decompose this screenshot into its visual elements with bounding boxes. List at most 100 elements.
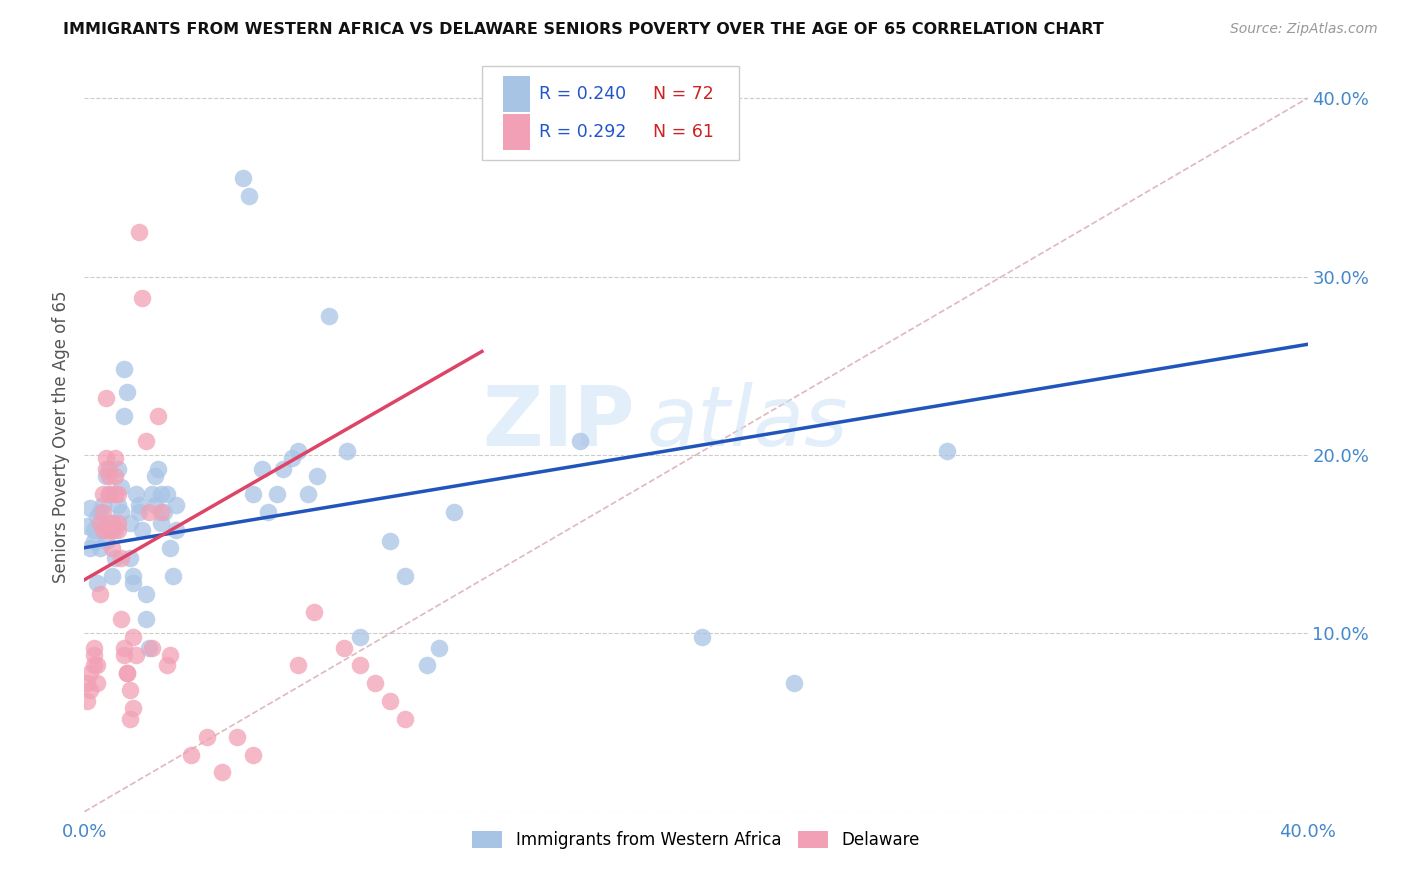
Point xyxy=(135,612,157,626)
Point xyxy=(91,505,114,519)
Point xyxy=(125,487,148,501)
Point xyxy=(86,658,108,673)
Point xyxy=(568,434,591,448)
Point xyxy=(159,541,181,555)
Point xyxy=(690,630,713,644)
Bar xyxy=(503,76,530,112)
Point xyxy=(91,498,114,512)
Point xyxy=(120,683,142,698)
Point xyxy=(143,469,166,483)
Point xyxy=(120,551,142,566)
Point xyxy=(101,516,124,530)
Text: N = 61: N = 61 xyxy=(654,123,714,141)
Point xyxy=(115,665,138,680)
Point xyxy=(242,747,264,762)
Point xyxy=(138,640,160,655)
Point xyxy=(297,487,319,501)
Point xyxy=(107,462,129,476)
Point xyxy=(250,462,273,476)
Point xyxy=(94,451,117,466)
Point xyxy=(89,541,111,555)
Point xyxy=(143,498,166,512)
Point xyxy=(783,676,806,690)
Point xyxy=(107,498,129,512)
Point xyxy=(146,462,169,476)
Point xyxy=(97,487,120,501)
Point xyxy=(112,409,135,423)
Point xyxy=(86,576,108,591)
Point xyxy=(79,541,101,555)
Point xyxy=(101,516,124,530)
Point xyxy=(195,730,218,744)
Point xyxy=(91,523,114,537)
Point xyxy=(112,648,135,662)
Point xyxy=(242,487,264,501)
Point xyxy=(101,569,124,583)
Point xyxy=(97,462,120,476)
Point xyxy=(349,630,371,644)
Point xyxy=(76,676,98,690)
Point xyxy=(333,640,356,655)
Point xyxy=(79,501,101,516)
Point xyxy=(149,487,172,501)
Point xyxy=(86,510,108,524)
Point xyxy=(120,516,142,530)
Point xyxy=(97,487,120,501)
Point xyxy=(104,451,127,466)
Bar xyxy=(503,114,530,150)
Point xyxy=(112,640,135,655)
Text: R = 0.240: R = 0.240 xyxy=(540,85,627,103)
Point xyxy=(443,505,465,519)
Text: ZIP: ZIP xyxy=(482,382,636,463)
Point xyxy=(135,434,157,448)
Point xyxy=(281,451,304,466)
Point xyxy=(141,640,163,655)
Point xyxy=(97,469,120,483)
Point xyxy=(94,533,117,548)
Point xyxy=(91,523,114,537)
Point xyxy=(138,505,160,519)
Text: Source: ZipAtlas.com: Source: ZipAtlas.com xyxy=(1230,22,1378,37)
Point xyxy=(91,487,114,501)
Point xyxy=(125,648,148,662)
Legend: Immigrants from Western Africa, Delaware: Immigrants from Western Africa, Delaware xyxy=(465,824,927,855)
Point xyxy=(89,505,111,519)
Point xyxy=(128,505,150,519)
Point xyxy=(83,533,105,548)
Point xyxy=(266,487,288,501)
Point xyxy=(156,487,179,501)
Point xyxy=(94,391,117,405)
Point xyxy=(211,765,233,780)
Point xyxy=(89,587,111,601)
Point xyxy=(336,444,359,458)
Point xyxy=(83,648,105,662)
Y-axis label: Seniors Poverty Over the Age of 65: Seniors Poverty Over the Age of 65 xyxy=(52,291,70,583)
Point xyxy=(107,516,129,530)
Point xyxy=(287,658,309,673)
Point xyxy=(83,658,105,673)
Point xyxy=(101,541,124,555)
Point xyxy=(112,362,135,376)
Point xyxy=(97,523,120,537)
Point xyxy=(380,533,402,548)
Point xyxy=(86,676,108,690)
Point xyxy=(302,605,325,619)
Point xyxy=(131,523,153,537)
Point xyxy=(122,701,145,715)
Point xyxy=(115,665,138,680)
Point xyxy=(257,505,280,519)
Point xyxy=(104,469,127,483)
Point xyxy=(232,171,254,186)
Point xyxy=(110,551,132,566)
Point xyxy=(83,523,105,537)
Point xyxy=(380,694,402,708)
Point xyxy=(394,569,416,583)
Point xyxy=(153,505,176,519)
Point xyxy=(131,291,153,305)
Point xyxy=(79,683,101,698)
Text: R = 0.292: R = 0.292 xyxy=(540,123,627,141)
Point xyxy=(149,505,172,519)
Point xyxy=(110,505,132,519)
Point xyxy=(120,712,142,726)
Point xyxy=(128,498,150,512)
